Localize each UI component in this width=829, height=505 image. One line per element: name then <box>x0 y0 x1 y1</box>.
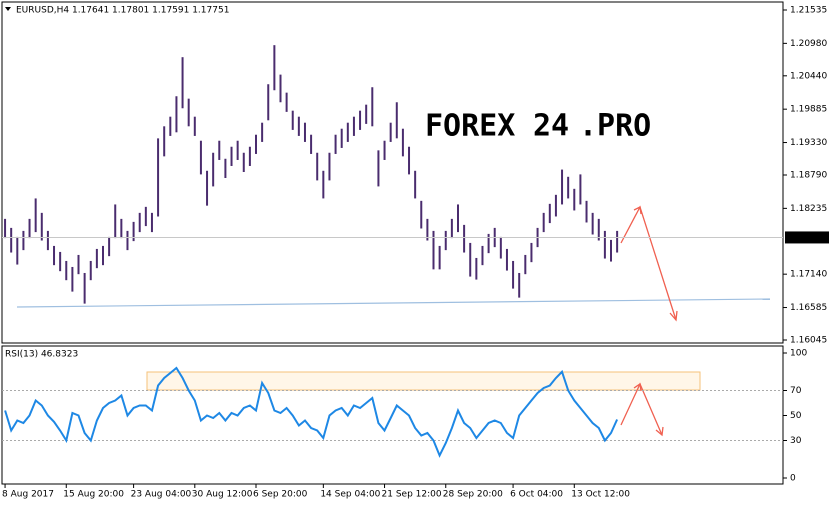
x-tick-label: 6 Sep 20:00 <box>253 490 308 500</box>
x-tick-label: 8 Aug 2017 <box>2 490 54 500</box>
forecast-arrows <box>620 205 678 437</box>
y-tick-label: 1.19885 <box>790 105 827 115</box>
rsi-arrow-head <box>633 382 642 392</box>
last-price-box <box>785 231 829 244</box>
y-tick-label: 1.16585 <box>790 303 827 313</box>
x-tick-label: 13 Oct 12:00 <box>571 490 630 500</box>
y-tick-label: 1.18790 <box>790 170 827 180</box>
y-tick-label: 1.20980 <box>790 39 827 49</box>
support-trendline <box>16 298 771 308</box>
x-tick-label: 21 Sep 12:00 <box>382 490 442 500</box>
y-tick-label: 1.20440 <box>790 71 827 81</box>
y-tick-label: 1.17140 <box>790 270 827 280</box>
rsi-highlight-zone <box>146 371 701 391</box>
y-tick-label: 30 <box>790 436 802 446</box>
y-tick-label: 70 <box>790 386 802 396</box>
watermark-part: .PRO <box>579 109 651 144</box>
x-tick-label: 28 Sep 20:00 <box>443 490 503 500</box>
price-panel-frame <box>1 1 784 344</box>
rsi-arrow-head <box>655 426 664 437</box>
menu-triangle[interactable] <box>5 7 11 11</box>
x-tick-label: 30 Aug 12:00 <box>192 490 253 500</box>
y-tick-label: 1.16045 <box>790 335 827 345</box>
y-tick-label: 100 <box>790 349 807 359</box>
price-arrow-head <box>633 206 642 215</box>
rsi-line <box>4 366 619 458</box>
x-tick-label: 15 Aug 20:00 <box>63 490 124 500</box>
price-arrow-head <box>669 310 678 322</box>
y-tick-label: 1.18235 <box>790 204 827 214</box>
price-title: EURUSD,H4 1.17641 1.17801 1.17591 1.1775… <box>16 6 229 16</box>
last-price-label: 1.17751 <box>790 233 827 243</box>
y-tick-label: 1.21535 <box>790 5 827 15</box>
x-tick-label: 6 Oct 04:00 <box>510 490 563 500</box>
x-tick-label: 23 Aug 04:00 <box>131 490 192 500</box>
rsi-title: RSI(13) 46.8323 <box>5 350 78 360</box>
x-tick-label: 14 Sep 04:00 <box>320 490 380 500</box>
watermark-part: 24 <box>533 109 569 144</box>
y-tick-label: 50 <box>790 411 802 421</box>
y-tick-label: 1.19330 <box>790 138 827 148</box>
y-tick-label: 0 <box>790 474 796 484</box>
watermark-part: FOREX <box>425 109 515 144</box>
